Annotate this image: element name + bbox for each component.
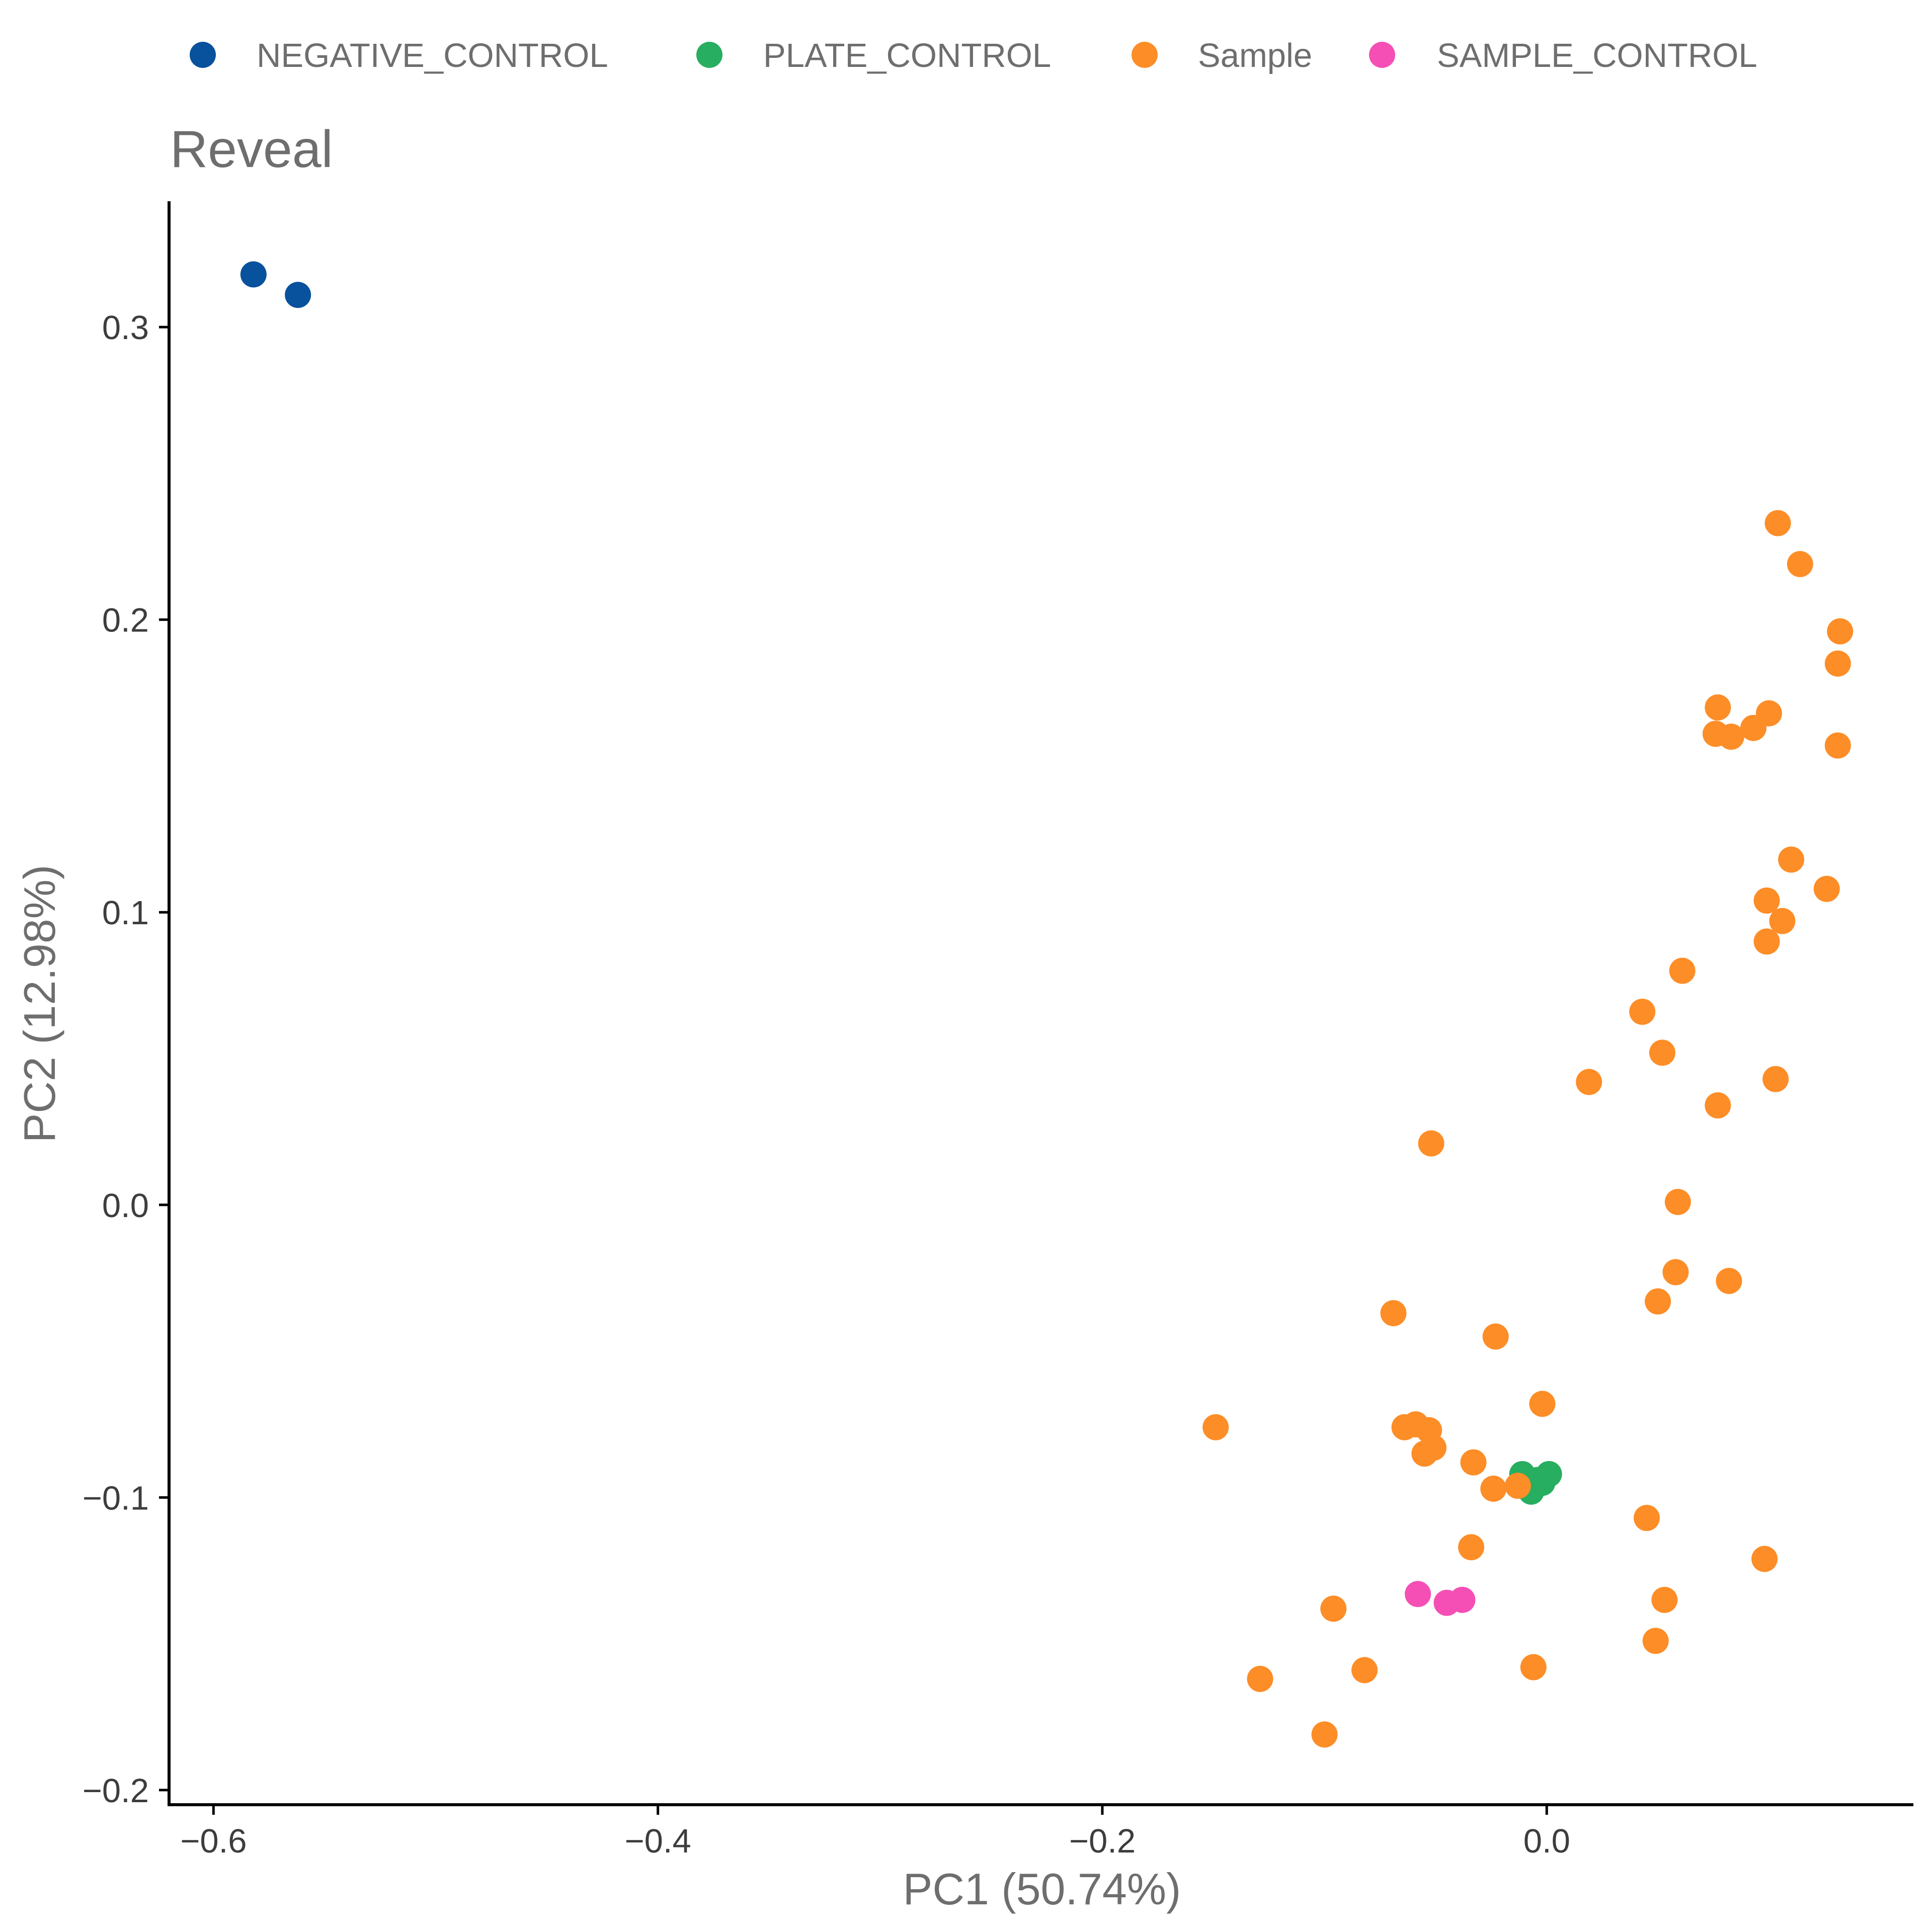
data-point-sample bbox=[1458, 1534, 1485, 1561]
x-tick-label: 0.0 bbox=[1523, 1822, 1570, 1860]
data-point-sample bbox=[1529, 1391, 1556, 1417]
x-tick-label: −0.6 bbox=[180, 1822, 247, 1860]
data-point-sample bbox=[1411, 1440, 1438, 1467]
legend-label-sample-control: SAMPLE_CONTROL bbox=[1437, 37, 1757, 74]
data-point-sample bbox=[1380, 1300, 1407, 1326]
data-point-sample bbox=[1320, 1595, 1347, 1622]
chart-title: Reveal bbox=[170, 120, 333, 179]
data-point-sample bbox=[1762, 1066, 1789, 1092]
data-point-sample bbox=[1664, 1188, 1691, 1215]
legend-item-plate-control: PLATE_CONTROL bbox=[696, 37, 1051, 74]
data-point-sample bbox=[1705, 1092, 1731, 1119]
data-point-sample bbox=[1787, 551, 1813, 578]
y-tick-label: 0.0 bbox=[102, 1187, 149, 1225]
data-point-sample bbox=[1311, 1721, 1338, 1748]
data-point-sample bbox=[1202, 1414, 1229, 1440]
data-point-sample bbox=[1824, 650, 1851, 677]
data-point-sample bbox=[1740, 714, 1767, 741]
data-point-sample bbox=[1753, 887, 1780, 914]
series-negative-control bbox=[240, 261, 311, 308]
data-point-sample bbox=[1769, 908, 1796, 934]
legend-label-sample: Sample bbox=[1198, 37, 1312, 74]
data-point-sample bbox=[1247, 1665, 1273, 1692]
data-point-sample-control bbox=[1405, 1581, 1431, 1607]
y-tick-label: 0.1 bbox=[102, 894, 149, 932]
x-axis-title: PC1 (50.74%) bbox=[903, 1864, 1181, 1914]
data-point-sample bbox=[1716, 1267, 1742, 1294]
legend-item-negative-control: NEGATIVE_CONTROL bbox=[190, 37, 608, 74]
data-point-sample bbox=[1418, 1130, 1444, 1157]
data-point-sample bbox=[1827, 618, 1854, 645]
data-point-sample bbox=[1629, 998, 1656, 1025]
legend-item-sample-control: SAMPLE_CONTROL bbox=[1369, 37, 1757, 74]
data-point-sample bbox=[1718, 723, 1744, 750]
legend-marker-sample bbox=[1132, 42, 1158, 68]
data-point-negative-control bbox=[285, 282, 311, 308]
legend-label-negative-control: NEGATIVE_CONTROL bbox=[257, 37, 608, 74]
y-tick-label: −0.2 bbox=[83, 1772, 149, 1810]
y-tick-label: 0.3 bbox=[102, 309, 149, 347]
data-point-sample bbox=[1753, 928, 1780, 955]
data-points bbox=[240, 261, 1854, 1748]
data-point-sample bbox=[1520, 1654, 1547, 1680]
data-point-sample-control bbox=[1449, 1586, 1476, 1613]
data-point-sample bbox=[1662, 1259, 1689, 1285]
data-point-negative-control bbox=[240, 261, 267, 288]
data-point-sample bbox=[1824, 732, 1851, 759]
data-point-sample bbox=[1649, 1039, 1675, 1066]
y-tick-label: −0.1 bbox=[83, 1479, 149, 1517]
data-point-sample bbox=[1482, 1323, 1509, 1350]
data-point-sample bbox=[1705, 694, 1731, 721]
data-point-plate-control bbox=[1524, 1467, 1551, 1493]
x-tick-label: −0.4 bbox=[625, 1822, 691, 1860]
y-axis-ticks: 0.3 0.2 0.1 0.0 −0.1 −0.2 bbox=[83, 309, 169, 1810]
data-point-sample bbox=[1576, 1069, 1602, 1095]
data-point-sample bbox=[1651, 1586, 1678, 1613]
legend-marker-sample-control bbox=[1369, 42, 1395, 68]
data-point-sample bbox=[1480, 1475, 1507, 1502]
data-point-sample bbox=[1351, 1657, 1378, 1683]
series-sample-control bbox=[1405, 1581, 1476, 1616]
legend: NEGATIVE_CONTROL PLATE_CONTROL Sample SA… bbox=[190, 37, 1757, 74]
legend-item-sample: Sample bbox=[1132, 37, 1312, 74]
legend-label-plate-control: PLATE_CONTROL bbox=[763, 37, 1051, 74]
legend-marker-negative-control bbox=[190, 42, 216, 68]
data-point-sample bbox=[1642, 1628, 1669, 1654]
data-point-sample bbox=[1634, 1505, 1660, 1532]
y-axis-title: PC2 (12.98%) bbox=[15, 865, 64, 1143]
data-point-sample bbox=[1504, 1473, 1531, 1499]
x-axis-ticks: −0.6 −0.4 −0.2 0.0 bbox=[180, 1805, 1570, 1860]
series-sample bbox=[1202, 510, 1854, 1748]
data-point-sample bbox=[1751, 1546, 1778, 1572]
data-point-sample bbox=[1645, 1288, 1671, 1315]
data-point-sample bbox=[1669, 957, 1696, 984]
x-tick-label: −0.2 bbox=[1069, 1822, 1136, 1860]
data-point-sample bbox=[1778, 846, 1805, 873]
legend-marker-plate-control bbox=[696, 42, 722, 68]
data-point-sample bbox=[1813, 875, 1840, 902]
data-point-sample bbox=[1764, 510, 1791, 536]
data-point-sample bbox=[1460, 1449, 1487, 1476]
y-tick-label: 0.2 bbox=[102, 602, 149, 639]
